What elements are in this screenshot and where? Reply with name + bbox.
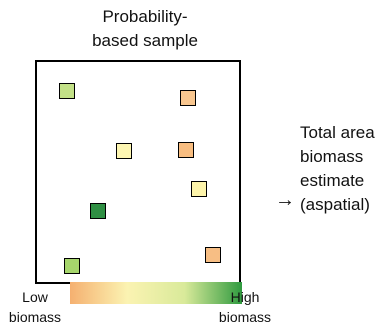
result-line-1: Total area bbox=[300, 123, 375, 142]
legend-low-label: Low biomass bbox=[6, 287, 64, 327]
result-text: Total area biomass estimate (aspatial) bbox=[300, 121, 375, 217]
right-arrow-icon: → bbox=[275, 189, 295, 211]
sample-square bbox=[116, 143, 132, 159]
legend-high-line-2: biomass bbox=[218, 309, 272, 325]
sample-square bbox=[64, 258, 80, 274]
title-line-1: Probability- bbox=[102, 7, 188, 26]
diagram-title: Probability- based sample bbox=[40, 5, 250, 53]
legend-low-line-1: Low bbox=[22, 289, 48, 305]
result-line-3: estimate bbox=[300, 171, 365, 190]
sample-area-frame bbox=[35, 60, 241, 284]
result-line-4: (aspatial) bbox=[300, 195, 370, 214]
sample-square bbox=[59, 83, 75, 99]
biomass-gradient-bar bbox=[70, 282, 242, 304]
legend-high-line-1: High bbox=[230, 289, 260, 305]
sample-square bbox=[178, 142, 194, 158]
result-line-2: biomass bbox=[300, 147, 364, 166]
sample-square bbox=[191, 181, 207, 197]
sample-square bbox=[90, 203, 106, 219]
title-line-2: based sample bbox=[92, 31, 198, 50]
sample-square bbox=[180, 90, 196, 106]
sample-square bbox=[205, 247, 221, 263]
legend-high-label: High biomass bbox=[216, 287, 274, 327]
legend-low-line-2: biomass bbox=[8, 309, 62, 325]
